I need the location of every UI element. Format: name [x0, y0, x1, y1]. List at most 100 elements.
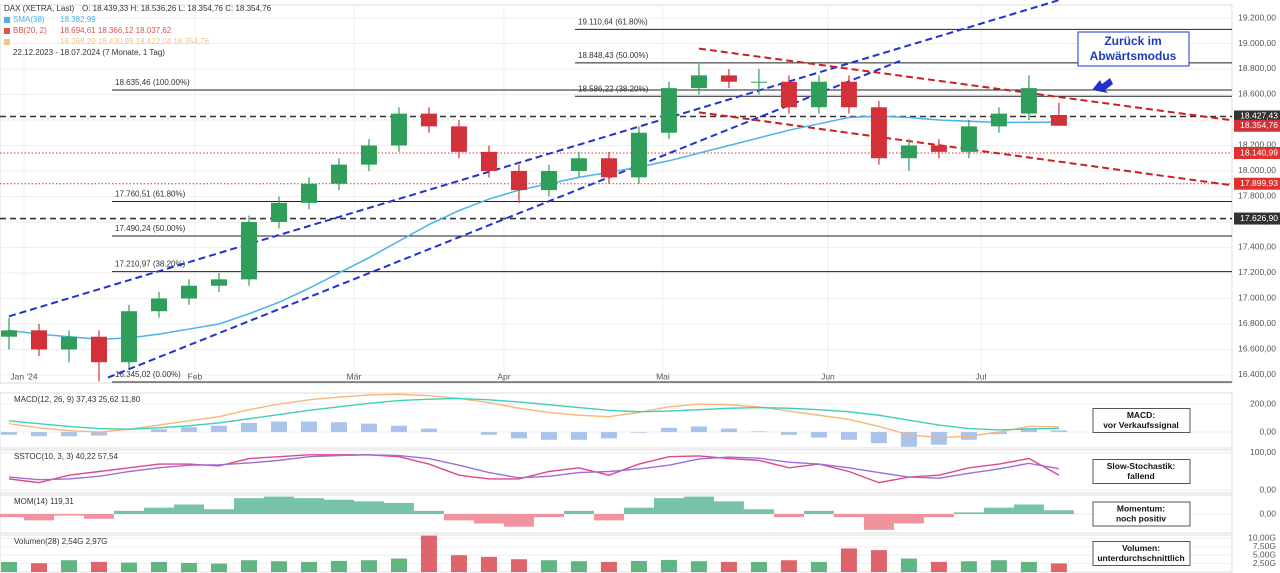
momentum-bar [113, 510, 144, 514]
annotation-arrow [1092, 78, 1113, 93]
note-text: fallend [1127, 471, 1154, 481]
level-tag [1234, 119, 1280, 132]
momentum-bar [233, 498, 264, 514]
y-tick-label: 19.200,00 [1238, 12, 1276, 22]
fib-label: 19.110,64 (61.80%) [578, 18, 648, 27]
momentum-bar [323, 499, 354, 514]
momentum-bar [293, 498, 324, 514]
y-tick-label: 100,00 [1250, 447, 1276, 457]
legend-name: BB(20, 2) [13, 26, 47, 35]
candle-body [690, 75, 707, 89]
volume-bar [840, 548, 857, 572]
y-tick-label: 19.000,00 [1238, 38, 1276, 48]
momentum-bar [23, 514, 54, 521]
candle-body [180, 285, 197, 299]
level-label: 17.899,93 [1240, 178, 1278, 188]
volume-bar [690, 561, 707, 572]
macd-hist-bar [150, 429, 167, 433]
legend-value: 18.694,61 18.366,12 18.037,62 [60, 26, 172, 35]
candle-body [210, 279, 227, 286]
volume-bar [720, 561, 737, 572]
momentum-bar [683, 496, 714, 514]
candle-body [450, 126, 467, 152]
level-tag [1234, 110, 1280, 123]
level-tag [1234, 147, 1280, 160]
note-box [1092, 501, 1191, 527]
candle-body [870, 107, 887, 159]
chart-title: DAX (XETRA, Last) [4, 4, 75, 13]
annotation-box [1077, 31, 1190, 67]
volume-bar [960, 561, 977, 572]
candle-body [960, 126, 977, 152]
volume-bar [150, 561, 167, 572]
volume-bar [510, 559, 527, 572]
y-tick-label: 0,00 [1259, 426, 1276, 436]
candle-body [330, 164, 347, 184]
fib-label: 17.760,51 (61.80%) [115, 190, 186, 199]
panel-title: MOM(14) 119,31 [14, 497, 74, 506]
fib-label: 17.210,97 (38.20%) [115, 260, 186, 269]
trend-line [698, 47, 1231, 121]
volume-bar [630, 560, 647, 572]
momentum-bar [0, 514, 24, 518]
fib-label: 18.635,46 (100.00%) [115, 78, 190, 87]
y-tick-label: 7,50G [1253, 541, 1276, 551]
candle-body [390, 113, 407, 146]
y-tick-label: 0,00 [1259, 484, 1276, 494]
volume-bar [210, 563, 227, 572]
fib-label: 17.490,24 (50.00%) [115, 224, 186, 233]
momentum-bar [353, 501, 384, 514]
momentum-bar [593, 514, 624, 521]
momentum-bar [443, 514, 474, 521]
macd-hist-bar [870, 432, 887, 444]
volume-bar [420, 535, 437, 572]
momentum-bar [173, 504, 204, 514]
volume-bar [390, 558, 407, 572]
volume-bar [90, 561, 107, 572]
momentum-bar [833, 514, 864, 518]
candle-body [810, 81, 827, 108]
candle-body [660, 88, 677, 133]
y-tick-label: 18.200,00 [1238, 140, 1276, 150]
macd-hist-bar [420, 428, 437, 433]
panel-title: Volumen(28) 2,54G 2,97G [14, 537, 107, 546]
macd-hist-bar [60, 432, 77, 437]
volume-bar [1050, 563, 1067, 572]
volume-bar [990, 560, 1007, 572]
candle-body [780, 81, 797, 108]
trend-line [8, 0, 1060, 318]
y-tick-label: 17.200,00 [1238, 267, 1276, 277]
momentum-bar [623, 507, 654, 514]
volume-bar [240, 560, 257, 572]
y-tick-label: 5,00G [1253, 549, 1276, 559]
macd-hist-bar [0, 432, 17, 435]
candle-body [90, 336, 107, 363]
macd-hist-bar [480, 432, 497, 435]
indicator-line [8, 454, 1060, 484]
y-tick-label: 18.000,00 [1238, 165, 1276, 175]
volume-bar [870, 550, 887, 572]
candle-body [300, 183, 317, 203]
indicator-line [8, 454, 1060, 481]
macd-hist-bar [720, 428, 737, 433]
volume-bar [810, 561, 827, 572]
momentum-bar [383, 502, 414, 514]
note-box [1092, 459, 1191, 484]
candle-body [1020, 88, 1037, 114]
note-text: unterdurchschnittlich [1097, 553, 1184, 563]
candle-body [0, 330, 17, 337]
candle-body [840, 81, 857, 108]
volume-bar [270, 561, 287, 572]
candle-body [360, 145, 377, 165]
momentum-bar [1013, 504, 1044, 514]
note-box [1092, 408, 1191, 433]
macd-hist-bar [330, 422, 347, 433]
fib-label: 18.586,22 (38.20%) [578, 84, 649, 93]
macd-hist-bar [360, 423, 377, 433]
momentum-bar [863, 514, 894, 530]
y-tick-label: 18.800,00 [1238, 63, 1276, 73]
x-tick-label: Jun [821, 371, 835, 381]
volume-bar [930, 561, 947, 572]
x-tick-label: Apr [497, 371, 510, 381]
